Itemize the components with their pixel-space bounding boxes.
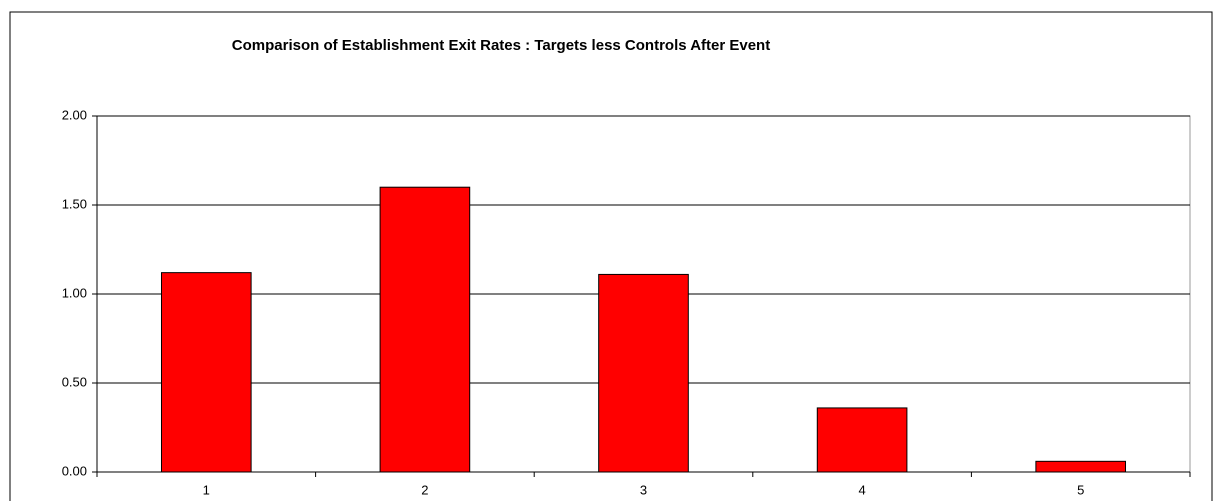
bar — [816, 407, 908, 473]
x-tick-label: 4 — [858, 482, 865, 497]
bar — [160, 272, 252, 473]
y-tick-label: 1.00 — [62, 285, 87, 300]
y-tick-label: 2.00 — [62, 107, 87, 122]
x-tick-label: 5 — [1077, 482, 1084, 497]
bar — [598, 273, 689, 473]
x-tick-label: 3 — [640, 482, 647, 497]
chart-title: Comparison of Establishment Exit Rates :… — [232, 37, 770, 54]
x-tick-label: 2 — [421, 482, 428, 497]
bar — [379, 186, 471, 473]
y-tick-label: 0.00 — [62, 463, 87, 478]
y-tick-label: 0.50 — [62, 374, 87, 389]
x-tick-label: 1 — [203, 482, 210, 497]
y-tick-label: 1.50 — [62, 196, 87, 211]
bar — [1035, 460, 1127, 473]
